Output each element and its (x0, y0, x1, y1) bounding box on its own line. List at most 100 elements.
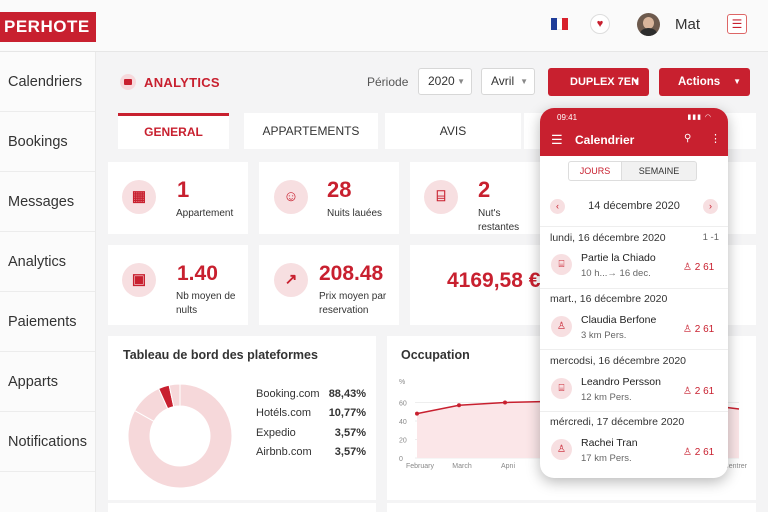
platforms-card: Tableau de bord des plateformes Booking.… (108, 336, 376, 500)
booking-name: Leandro Persson (581, 376, 661, 388)
stat-card-partial (728, 162, 756, 234)
phone-time: 09:41 (557, 113, 578, 122)
booking-row[interactable]: ⌸ Leandro Persson 12 km Pers. ♙ 2 61 (540, 370, 728, 410)
year-select[interactable]: 2020 ▼ (418, 68, 472, 95)
donut-slice-bookingcom (127, 383, 233, 489)
sidebar-item-notifications[interactable]: Notifications (0, 412, 95, 472)
avatar[interactable] (637, 13, 660, 36)
calendar-icon: ▣ (122, 263, 156, 297)
day-header: mercodsi, 16 décembre 2020 (550, 355, 686, 367)
y-unit-label: % (399, 379, 405, 386)
people-icon: ☺ (274, 180, 308, 214)
sidebar-item-calendriers[interactable]: Calendriers (0, 52, 95, 112)
bed-icon: ⌸ (424, 180, 458, 214)
tab-avis[interactable]: AVIS (385, 113, 521, 149)
booking-stat: ♙ 2 61 (683, 324, 715, 335)
chevron-down-icon: ▼ (632, 77, 640, 86)
occupation-title: Occupation (401, 348, 470, 362)
stat-label-line1: Nb moyen de (176, 291, 236, 302)
actions-button-label: Actions (678, 76, 721, 88)
date-navigator: 14 décembre 2020 ‹ › (550, 199, 718, 215)
occupation-point (415, 411, 419, 416)
phone-calendar-mockup: 09:41 ▮▮▮ ◠ ☰ Calendrier ⚲ ⋮ JOURS SEMAI… (540, 108, 728, 478)
x-tick-label: Apni (501, 463, 515, 470)
divider (540, 226, 728, 227)
person-icon: ♙ (683, 447, 692, 458)
heart-icon[interactable]: ♥ (590, 14, 610, 34)
y-tick-label: 20 (399, 438, 407, 445)
booking-row[interactable]: ⌸ Partie la Chiado 10 h...→ 16 dec. ♙ 2 … (540, 246, 728, 286)
stat-label-line2: reservation (319, 305, 369, 316)
menu-icon[interactable]: ☰ (727, 14, 747, 34)
x-tick-label: Centrer (724, 463, 748, 470)
stat-value: 1.40 (177, 262, 218, 285)
sidebar-item-apparts[interactable]: Apparts (0, 352, 95, 412)
property-button[interactable]: DUPLEX 7EN ▼ (548, 68, 649, 96)
booking-detail: 12 km Pers. (581, 392, 632, 403)
platforms-title: Tableau de bord des plateformes (123, 348, 318, 362)
tab-general[interactable]: GENERAL (118, 113, 229, 149)
sidebar-item-analytics[interactable]: Analytics (0, 232, 95, 292)
booking-stat: ♙ 2 61 (683, 262, 715, 273)
hamburger-icon[interactable]: ☰ (551, 132, 563, 147)
search-icon[interactable]: ⚲ (684, 133, 692, 144)
year-value: 2020 (428, 74, 455, 88)
phone-title: Calendrier (575, 133, 635, 147)
x-tick-label: March (452, 463, 472, 470)
chevron-right-icon[interactable]: › (703, 199, 718, 214)
divider (540, 411, 728, 412)
stat-card-appartement: ▦ 1 Appartement (108, 162, 248, 234)
day-header: mércredi, 17 décembre 2020 (550, 416, 685, 428)
booking-name: Rachei Tran (581, 437, 638, 449)
occupation-point (503, 400, 507, 405)
tab-appartements[interactable]: APPARTEMENTS (244, 113, 378, 149)
stat-value: 4169,58 € (447, 269, 541, 292)
stat-card-nuits-restantes: ⌸ 2 Nut's restantes (410, 162, 540, 234)
x-tick-label: February (406, 463, 435, 470)
donut-slice-airbnbcom (168, 383, 181, 408)
occupation-point (457, 403, 461, 408)
user-name[interactable]: Mat (675, 16, 701, 33)
stat-value: 2 (478, 177, 491, 202)
booking-row[interactable]: ♙ Rachei Tran 17 km Pers. ♙ 2 61 (540, 431, 728, 471)
legend-item: Hotéls.com 10,77% (256, 407, 366, 419)
seg-jours[interactable]: JOURS (568, 161, 622, 181)
stat-label-line1: Prix moyen par (319, 291, 387, 302)
legend-item: Expedio 3,57% (256, 427, 366, 439)
flag-fr-icon[interactable] (551, 18, 569, 30)
building-icon: ▦ (122, 180, 156, 214)
booking-stat: ♙ 2 61 (683, 447, 715, 458)
periode-label: Période (367, 75, 409, 89)
stat-value: 1 (177, 177, 190, 202)
stat-card-nuits-louees: ☺ 28 Nuits lauées (259, 162, 399, 234)
legend-item: Airbnb.com 3,57% (256, 446, 366, 458)
bottom-card (387, 503, 756, 512)
stat-card-nb-moyen: ▣ 1.40 Nb moyen de nults (108, 245, 248, 325)
sidebar-item-messages[interactable]: Messages (0, 172, 95, 232)
booking-name: Partie la Chiado (581, 252, 656, 264)
actions-button[interactable]: Actions ▼ (659, 68, 750, 96)
stat-value: 28 (327, 177, 352, 202)
stat-card-prix-moyen: ↗ 208.48 Prix moyen par reservation (259, 245, 399, 325)
seg-semaine[interactable]: SEMAINE (621, 161, 697, 181)
chevron-down-icon: ▼ (733, 77, 741, 86)
sidebar-item-bookings[interactable]: Bookings (0, 112, 95, 172)
stat-value: 208.48 (319, 262, 384, 285)
chevron-down-icon: ▼ (457, 77, 465, 86)
analytics-icon (120, 74, 136, 90)
person-icon: ♙ (683, 386, 692, 397)
analytics-header: ANALYTICS Période 2020 ▼ Avril ▼ DUPLEX … (108, 62, 756, 102)
month-select[interactable]: Avril ▼ (481, 68, 535, 95)
page-title: ANALYTICS (144, 75, 220, 90)
more-vertical-icon[interactable]: ⋮ (710, 133, 721, 145)
divider (540, 349, 728, 350)
property-button-label: DUPLEX 7EN (570, 76, 640, 88)
day-header: mart., 16 décembre 2020 (550, 293, 668, 305)
booking-row[interactable]: ♙ Claudia Berfone 3 km Pers. ♙ 2 61 (540, 308, 728, 348)
user-icon: ♙ (551, 439, 572, 460)
stat-card-revenue: 4169,58 € (410, 245, 540, 325)
day-header: lundi, 16 décembre 2020 (550, 232, 666, 244)
chevron-left-icon[interactable]: ‹ (550, 199, 565, 214)
app-logo[interactable]: PERHOTE (0, 12, 96, 42)
sidebar-item-paiements[interactable]: Paiements (0, 292, 95, 352)
